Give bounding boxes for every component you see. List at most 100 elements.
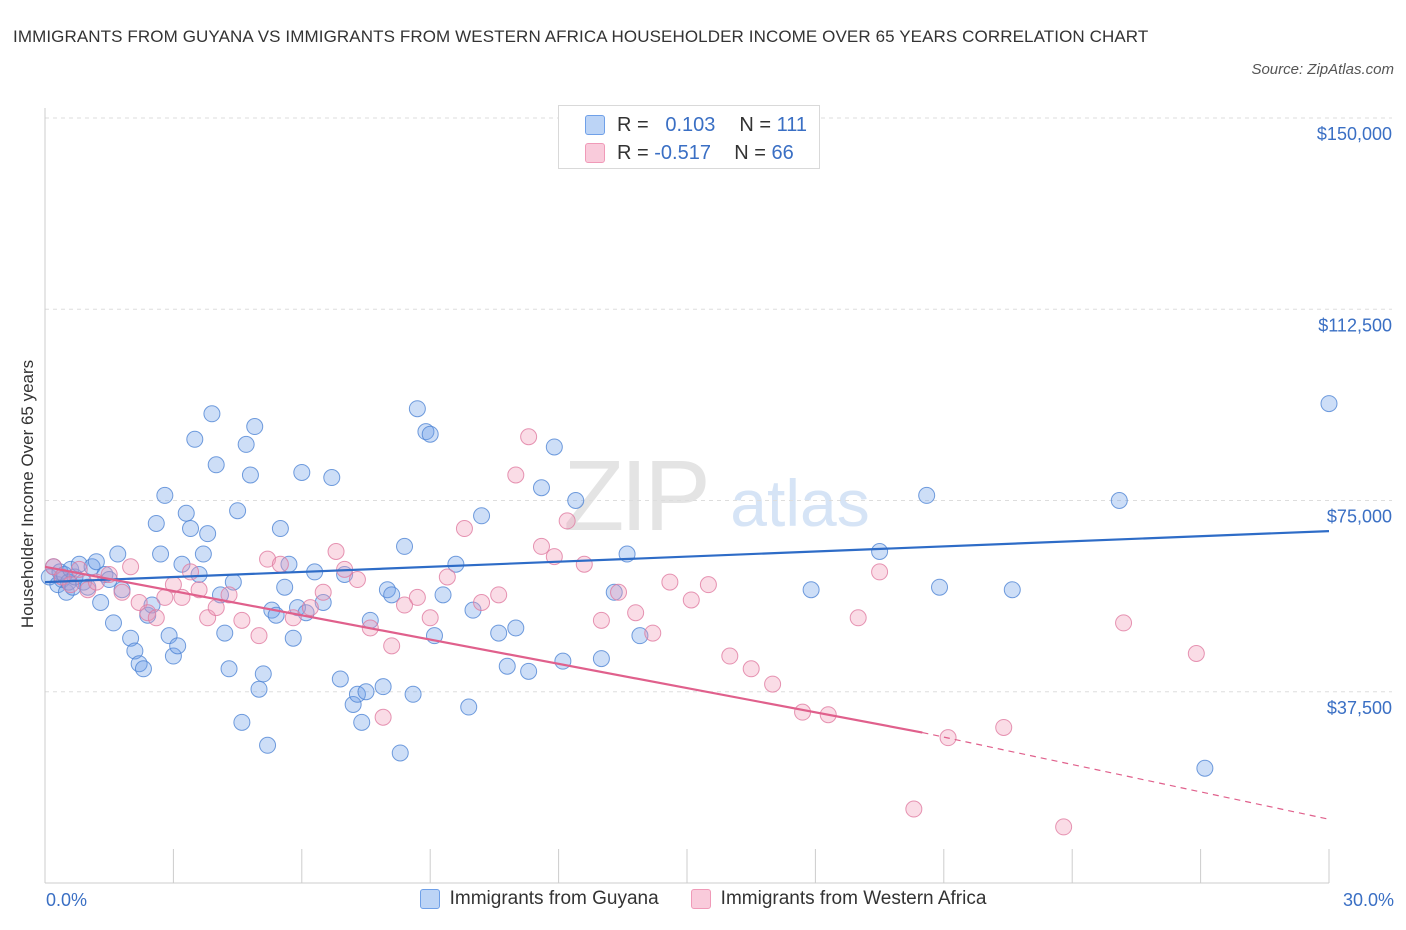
point-western-africa-59	[871, 563, 889, 581]
point-guyana-84	[434, 586, 452, 604]
point-western-africa-16	[190, 581, 208, 599]
point-guyana-74	[374, 678, 392, 696]
y-tick-labels: $150,000 $112,500 $75,000 $37,500	[1317, 124, 1392, 718]
point-guyana-103	[918, 486, 936, 504]
point-western-africa-31	[374, 708, 392, 726]
point-western-africa-32	[383, 637, 401, 655]
point-guyana-15	[87, 553, 105, 571]
point-western-africa-35	[421, 609, 439, 627]
point-guyana-102	[871, 543, 889, 560]
point-western-africa-43	[545, 548, 563, 566]
point-guyana-36	[182, 520, 200, 538]
legend-item-guyana: Immigrants from Guyana	[419, 888, 659, 910]
point-guyana-69	[344, 696, 362, 713]
legend-label-western-africa: Immigrants from Western Africa	[720, 888, 987, 909]
point-guyana-108	[1320, 395, 1338, 413]
point-western-africa-64	[1115, 614, 1133, 632]
legend-n-value: 111	[776, 113, 808, 136]
point-guyana-51	[246, 418, 264, 436]
point-guyana-39	[194, 545, 212, 563]
point-guyana-19	[104, 614, 122, 632]
point-guyana-96	[567, 492, 585, 509]
source-label: Source: ZipAtlas.com	[1251, 61, 1394, 78]
point-guyana-91	[507, 619, 525, 637]
point-western-africa-37	[455, 520, 473, 538]
legend-swatch-guyana	[585, 115, 605, 135]
point-guyana-105	[1003, 581, 1021, 599]
point-guyana-29	[152, 545, 170, 563]
point-western-africa-20	[233, 611, 251, 629]
point-guyana-101	[802, 581, 820, 599]
legend-label-guyana: Immigrants from Guyana	[449, 888, 659, 909]
point-western-africa-7	[113, 583, 131, 601]
point-guyana-86	[460, 698, 478, 716]
y-tick-label-3: $37,500	[1327, 698, 1392, 718]
point-western-africa-50	[661, 573, 679, 591]
point-western-africa-38	[473, 594, 491, 611]
point-western-africa-48	[627, 604, 645, 622]
point-western-africa-23	[271, 555, 289, 573]
point-guyana-28	[147, 514, 165, 532]
legend-item-western-africa: Immigrants from Western Africa	[690, 888, 987, 910]
point-guyana-53	[254, 665, 272, 683]
trendline-western-africa-extension	[922, 731, 1330, 820]
point-guyana-60	[284, 629, 302, 647]
point-western-africa-52	[699, 576, 717, 594]
point-western-africa-65	[1187, 645, 1205, 662]
point-western-africa-56	[794, 703, 812, 721]
point-guyana-42	[207, 456, 225, 474]
point-guyana-27	[143, 596, 161, 614]
point-western-africa-60	[905, 800, 923, 818]
point-guyana-37	[186, 430, 204, 448]
point-guyana-54	[259, 736, 277, 754]
watermark-zip: ZIP	[563, 440, 707, 552]
point-guyana-44	[216, 624, 234, 642]
point-western-africa-58	[849, 609, 867, 627]
point-guyana-40	[199, 525, 217, 543]
point-guyana-65	[314, 594, 332, 611]
point-western-africa-2	[62, 576, 80, 594]
legend-r-label: R =	[617, 141, 649, 164]
point-western-africa-45	[575, 555, 593, 573]
x-tick-label-min: 0.0%	[46, 890, 88, 910]
point-guyana-79	[404, 685, 422, 703]
point-guyana-23	[126, 642, 144, 660]
point-western-africa-10	[139, 604, 157, 622]
trendline-western-africa	[44, 565, 923, 734]
point-western-africa-25	[301, 599, 319, 617]
point-western-africa-44	[558, 512, 576, 530]
point-guyana-45	[220, 660, 238, 678]
series-legend: Immigrants from Guyana Immigrants from W…	[0, 888, 1406, 910]
point-western-africa-26	[314, 583, 332, 601]
point-guyana-88	[473, 507, 491, 525]
point-guyana-72	[357, 683, 375, 701]
point-western-africa-54	[742, 660, 760, 678]
point-western-africa-19	[220, 586, 238, 604]
point-guyana-71	[353, 713, 371, 731]
point-guyana-90	[498, 657, 516, 675]
point-guyana-57	[271, 520, 289, 538]
legend-n-label: N =	[734, 141, 766, 164]
point-western-africa-34	[408, 588, 426, 606]
point-guyana-85	[447, 555, 465, 573]
point-guyana-58	[276, 578, 294, 596]
point-guyana-32	[164, 647, 182, 665]
legend-n-label: N =	[739, 113, 772, 136]
chart-title: IMMIGRANTS FROM GUYANA VS IMMIGRANTS FRO…	[13, 27, 1149, 46]
trendline-guyana	[44, 530, 1330, 584]
point-guyana-49	[237, 435, 255, 453]
point-western-africa-29	[348, 571, 366, 589]
point-guyana-52	[250, 680, 268, 698]
legend-r-label: R =	[617, 113, 649, 136]
point-guyana-94	[545, 438, 563, 456]
point-western-africa-42	[532, 537, 550, 555]
point-guyana-47	[229, 502, 247, 520]
point-guyana-82	[421, 425, 439, 443]
point-western-africa-22	[259, 550, 277, 568]
point-western-africa-47	[610, 583, 628, 601]
point-western-africa-40	[507, 466, 525, 484]
point-guyana-41	[203, 405, 221, 423]
point-guyana-30	[156, 486, 174, 504]
point-western-africa-53	[721, 647, 739, 665]
